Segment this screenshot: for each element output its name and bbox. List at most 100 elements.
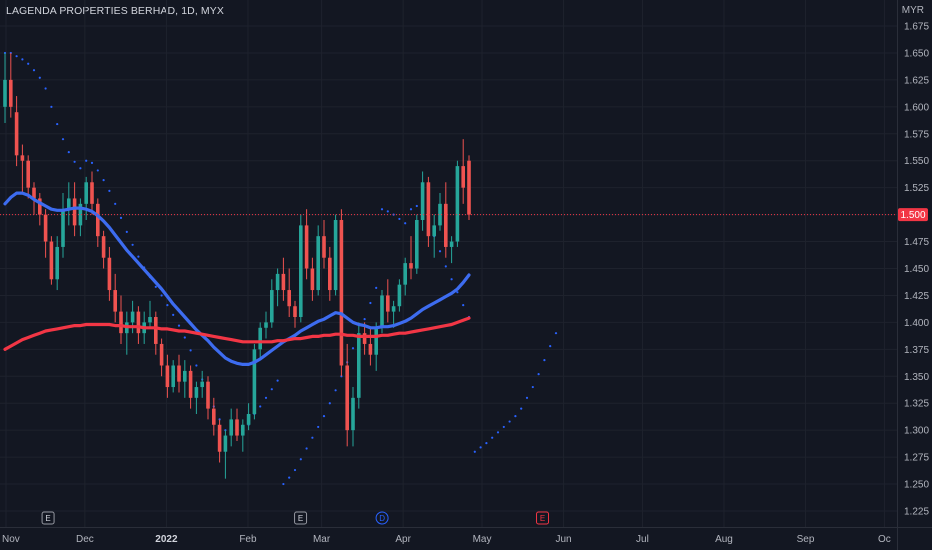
candle-body [183,370,187,382]
psar-dot [288,476,291,479]
event-marker-shape [375,511,389,525]
y-tick-label: 1.375 [904,345,929,356]
time-axis[interactable]: Nov Dec 2022 Feb Mar Apr May Jun Jul Aug Sep Oc [2,534,891,545]
psar-dot [525,396,529,399]
candle-body [322,236,326,258]
candle-body [113,290,117,312]
psar-dot [398,217,401,221]
candle-body [107,257,112,291]
candle-body [333,220,338,291]
x-tick-label: Jul [636,534,649,545]
candle-body [3,79,7,107]
candle-body [403,263,407,285]
psar-dot [543,359,546,362]
candle-body [212,408,216,425]
psar-dot [282,482,285,486]
psar-dot [334,389,337,392]
psar-dot [450,278,453,281]
x-tick-label: Nov [2,534,20,545]
candle-body [264,322,268,328]
psar-dot [415,204,418,208]
psar-dot [438,250,442,253]
psar-dot [363,318,366,321]
psar-dot [351,347,355,350]
event-marker-shape [536,511,550,525]
candle-body [444,203,448,247]
psar-dot [15,55,18,58]
x-tick-label: Sep [797,534,815,545]
psar-dot [496,431,500,434]
candle-body [415,220,419,269]
psar-dot [473,450,476,453]
psar-dot [264,396,268,399]
psar-dot [259,405,262,408]
candle-body [61,209,65,247]
psar-dot [125,230,128,233]
candle-body [9,79,13,107]
psar-dot [293,468,297,472]
y-tick-label: 1.550 [904,156,929,167]
x-tick-label: 2022 [155,534,178,545]
psar-dot [386,210,389,213]
candle-body [119,311,123,334]
y-tick-label: 1.225 [904,507,929,518]
psar-dot [160,294,163,297]
price-axis[interactable]: 1.675 1.650 1.625 1.600 1.575 1.550 1.525 1.475… [904,22,929,518]
event-marker-shape [294,511,308,525]
psar-dot [38,76,41,79]
event-marker-earnings[interactable]: E [294,511,308,525]
psar-dot [554,332,558,335]
psar-dot [305,447,308,450]
psar-dot [270,388,273,391]
event-marker-dividend[interactable]: D [375,511,389,525]
psar-dot [61,138,65,141]
y-tick-label: 1.400 [904,318,929,329]
event-marker-earnings[interactable]: E [41,511,55,525]
psar-dot [73,160,76,163]
candle-body [310,268,315,291]
x-tick-label: Mar [313,534,331,545]
currency-label: MYR [901,5,924,16]
candle-body [252,349,257,414]
candle-body [217,424,222,452]
candle-body [299,225,303,317]
candle-body [84,182,88,204]
x-tick-label: Apr [395,534,411,545]
psar-dot [172,313,175,316]
psar-dot [328,402,331,405]
psar-dot [67,151,70,154]
candle-body [391,306,396,312]
y-tick-label: 1.675 [904,22,929,33]
y-tick-label: 1.350 [904,372,929,383]
psar-dot [479,446,482,449]
candle-body [380,295,384,328]
candle-body [270,290,274,323]
psar-dot [537,373,540,376]
candle-body [455,166,460,242]
psar-dot [183,336,186,339]
candle-body [171,365,175,388]
y-tick-label: 1.275 [904,453,929,464]
psar-dot [44,87,47,90]
psar-dot [114,202,117,205]
candle-body [49,241,54,280]
candle-body [78,203,83,226]
candle-body [461,166,465,188]
candle-body [304,225,309,269]
event-marker-earnings-upcoming[interactable]: E [536,511,550,525]
candle-body [351,397,355,431]
last-price-badge: 1.500 [898,208,928,222]
event-marker-label: D [379,514,385,523]
candle-body [426,182,431,237]
moving-averages [3,191,471,366]
event-marker-label: E [45,514,50,523]
psar-dot [108,189,111,192]
chart-title: LAGENDA PROPERTIES BERHAD, 1D, MYX [6,5,224,17]
psar-dot [404,222,407,225]
psar-dot [119,216,123,219]
psar-dot [514,415,517,418]
psar-dot [508,420,511,423]
